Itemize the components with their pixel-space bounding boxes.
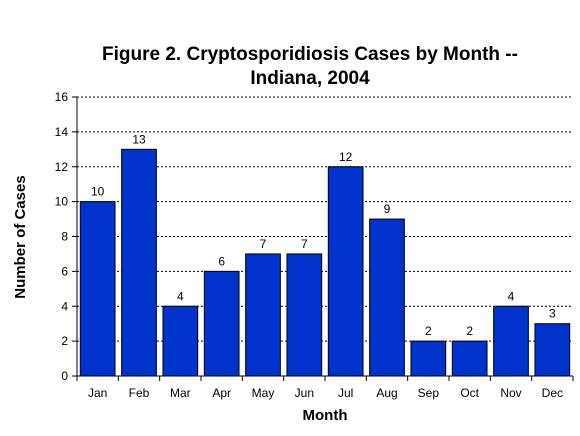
y-tick-label: 16 [55, 90, 69, 104]
chart-title-line-2: Indiana, 2004 [250, 68, 370, 89]
bars [79, 148, 571, 377]
y-tick-label: 2 [61, 334, 68, 348]
x-tick-label: Dec [542, 386, 563, 400]
data-label: 2 [425, 324, 432, 338]
y-axis-title: Number of Cases [12, 175, 29, 298]
x-tick-label: Nov [500, 386, 521, 400]
y-tick-label: 8 [61, 230, 68, 244]
chart-title-line-1: Figure 2. Cryptosporidiosis Cases by Mon… [102, 44, 518, 65]
x-tick-label: May [252, 386, 275, 400]
data-label: 12 [339, 150, 353, 164]
bar-feb [121, 148, 157, 377]
bar-oct [451, 340, 488, 377]
bar-may [245, 253, 281, 377]
bar-aug [369, 218, 405, 377]
x-tick-label: Aug [376, 386, 397, 400]
bar-jan [79, 201, 116, 377]
x-tick-label: Jun [295, 386, 314, 400]
x-tick-label: Feb [129, 386, 150, 400]
x-tick-label: Jul [338, 386, 353, 400]
y-tick-label: 4 [61, 299, 68, 313]
y-tick-label: 0 [61, 369, 68, 383]
x-tick-label: Mar [170, 386, 191, 400]
x-tick-label: Jan [88, 386, 107, 400]
bar-nov [493, 305, 529, 377]
y-tick-label: 6 [61, 264, 68, 278]
data-label: 3 [549, 307, 556, 321]
data-label: 6 [218, 254, 225, 268]
data-label: 9 [384, 202, 391, 216]
data-label: 7 [260, 237, 267, 251]
axes [72, 96, 574, 381]
data-label: 4 [177, 289, 184, 303]
bar-mar [162, 305, 199, 377]
data-label: 2 [466, 324, 473, 338]
bar-jun [286, 253, 323, 377]
data-label: 4 [508, 289, 515, 303]
x-axis-title: Month [303, 407, 348, 424]
x-tick-label: Sep [418, 386, 440, 400]
bar-dec [534, 323, 571, 377]
data-label: 13 [132, 132, 146, 146]
y-tick-label: 12 [55, 160, 69, 174]
x-tick-label: Apr [212, 386, 231, 400]
x-tick-label: Oct [460, 386, 479, 400]
bar-apr [203, 270, 240, 377]
gridlines [77, 96, 573, 342]
y-tick-label: 10 [55, 195, 69, 209]
labels: 0 2 4 6 8 10 12 14 16 10 Jan 13 Feb 4 Mar 6 Apr 7 May 7 Jun 1… [55, 90, 563, 400]
bar-sep [410, 340, 447, 377]
y-tick-label: 14 [55, 125, 69, 139]
data-label: 10 [91, 185, 105, 199]
bar-jul [327, 166, 364, 377]
data-label: 7 [301, 237, 308, 251]
